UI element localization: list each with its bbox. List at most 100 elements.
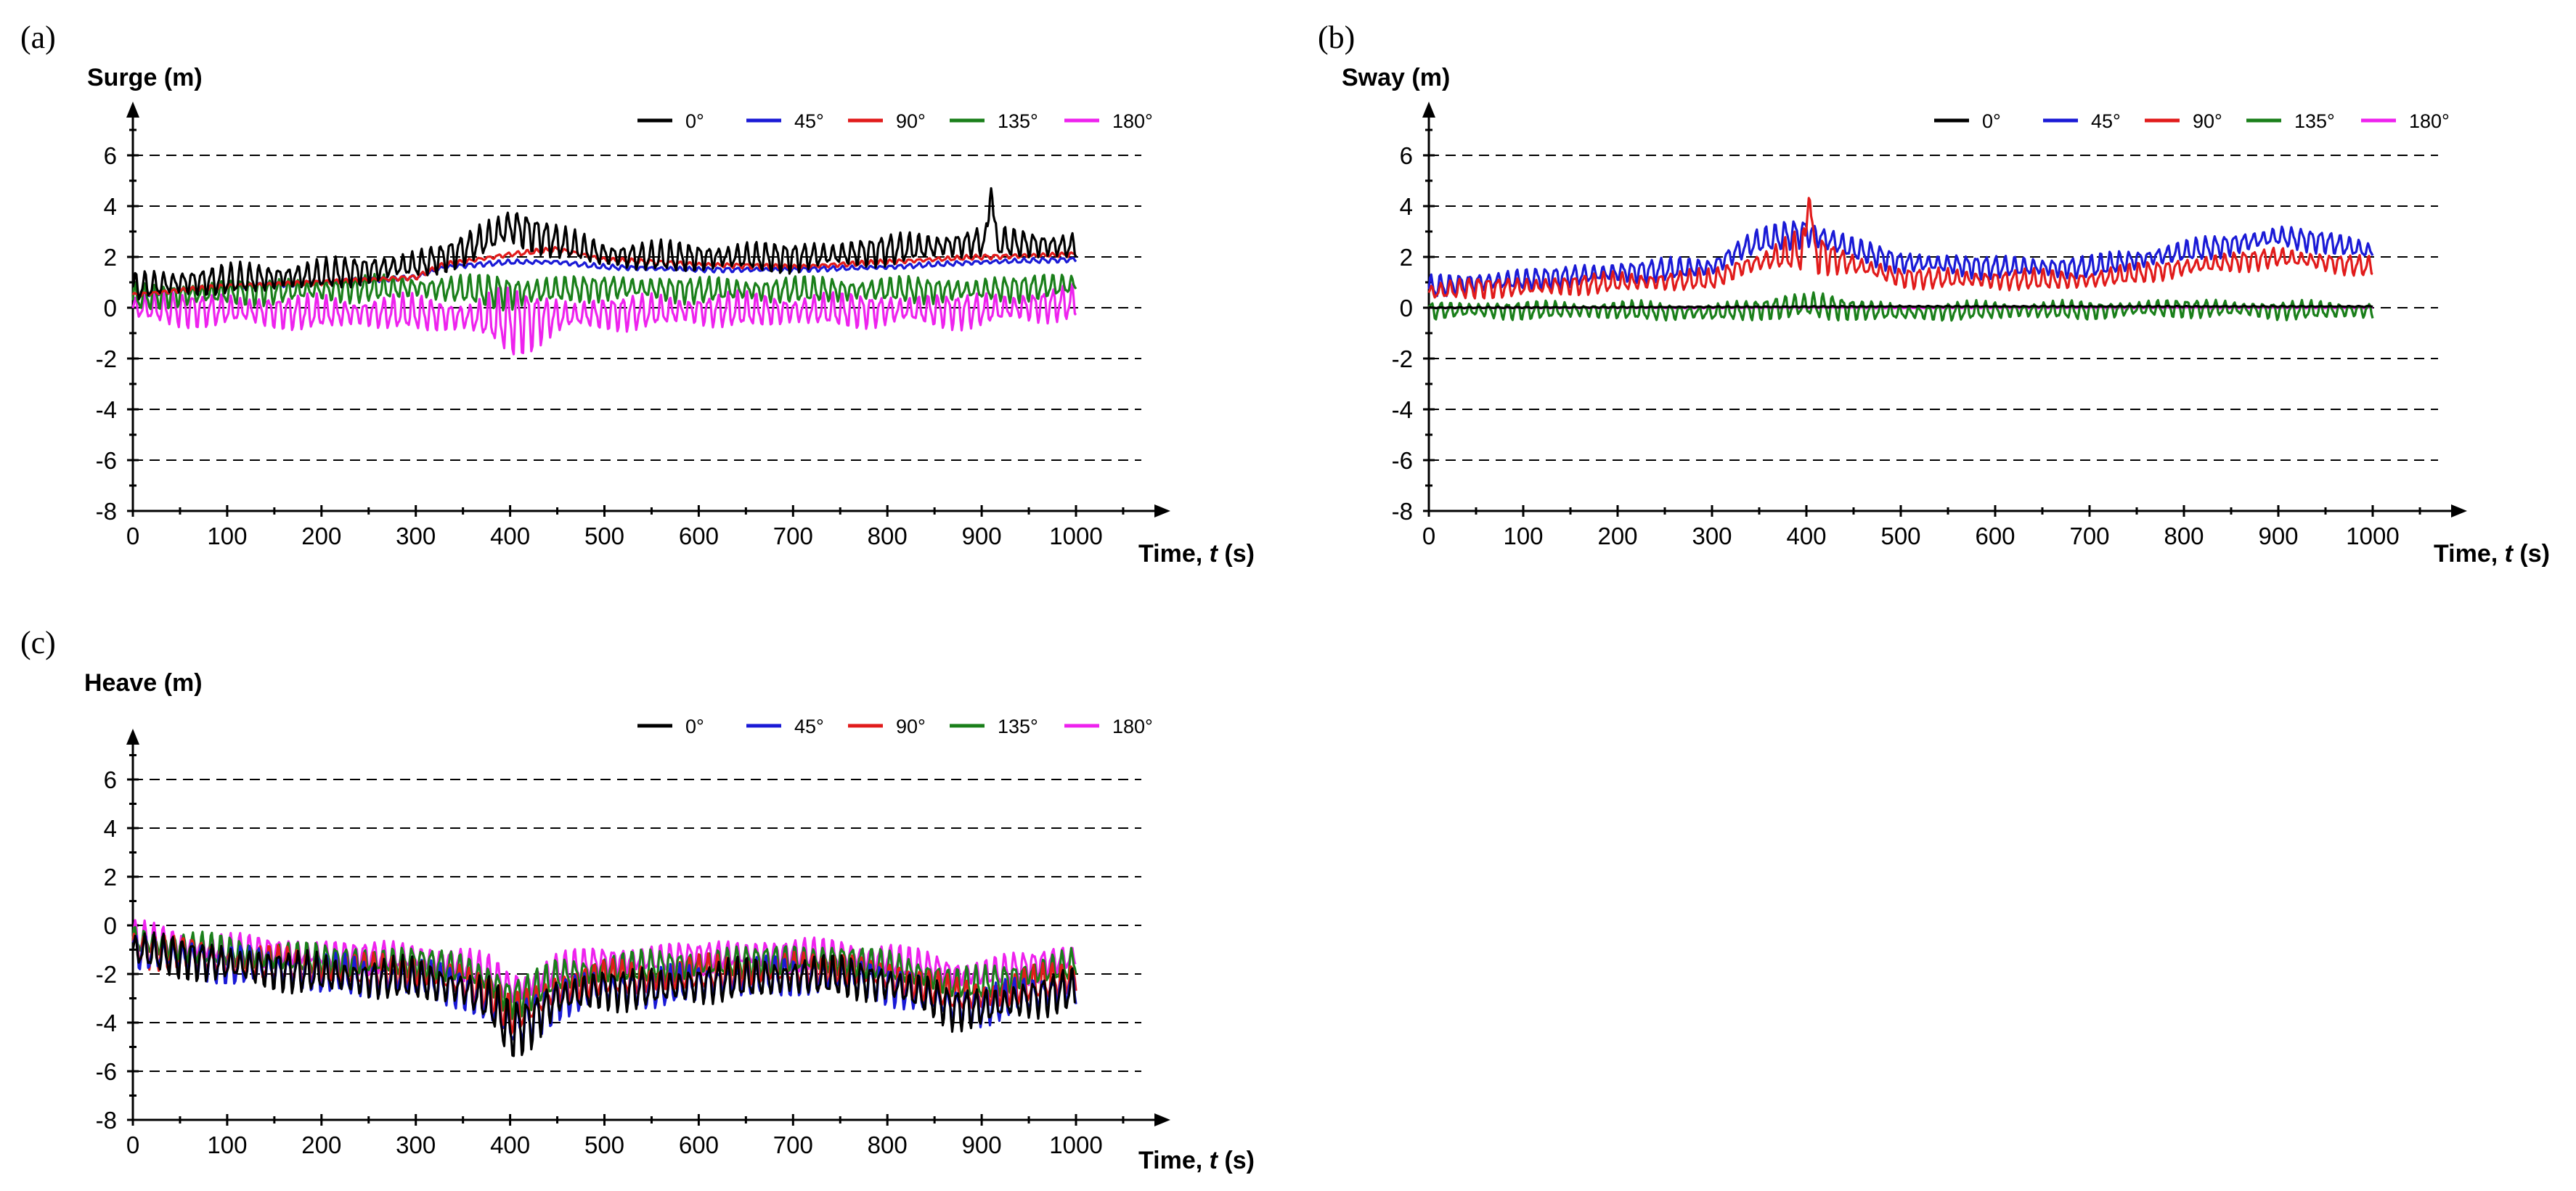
legend-label: 180° [2409, 110, 2450, 132]
x-axis-arrow [1154, 504, 1170, 517]
x-tick-label: 300 [1692, 523, 1732, 549]
x-tick-label: 200 [301, 523, 341, 549]
panel-label: (b) [1318, 20, 1355, 55]
legend: 0° 45° 90° 135° 180° [637, 110, 1153, 132]
panel-label: (c) [20, 625, 56, 660]
y-axis-arrow [126, 729, 139, 745]
x-axis-arrow [1154, 1113, 1170, 1126]
x-tick-label: 900 [962, 1131, 1002, 1158]
x-tick-label: 0 [126, 523, 139, 549]
series-line [1427, 197, 2373, 300]
x-tick-label: 300 [396, 1131, 436, 1158]
x-tick-label: 600 [679, 523, 719, 549]
series-line [131, 931, 1077, 1057]
panel-label: (a) [20, 20, 56, 55]
legend-label: 90° [896, 716, 926, 737]
series-line [1427, 220, 2374, 298]
y-tick-label: -8 [96, 1107, 117, 1134]
x-axis-arrow [2451, 504, 2467, 517]
x-tick-label: 600 [679, 1131, 719, 1158]
x-tick-label: 100 [207, 1131, 247, 1158]
y-tick-label: 2 [104, 864, 117, 891]
x-tick-label: 1000 [1049, 523, 1102, 549]
y-tick-label: -8 [96, 498, 117, 525]
x-tick-label: 500 [584, 523, 624, 549]
legend-label: 0° [1982, 110, 2001, 132]
x-tick-label: 800 [868, 1131, 908, 1158]
y-tick-label: -2 [96, 961, 117, 988]
legend-label: 45° [794, 716, 824, 737]
x-tick-label: 100 [1503, 523, 1543, 549]
panel-heave: (c) Heave (m) 6 4 2 0 -2 -4 -6 -8 0 100 200 300 400 500… [20, 625, 1255, 1174]
panel-surge: (a) Surge (m) 6 4 2 0 -2 -4 -6 -8 0 100 200 300 400 500… [20, 20, 1255, 568]
x-tick-label: 500 [584, 1131, 624, 1158]
y-tick-label: -8 [1392, 498, 1413, 525]
y-tick-label: 0 [1400, 295, 1413, 322]
legend: 0° 45° 90° 135° 180° [637, 716, 1153, 737]
y-axis-title: Surge (m) [87, 64, 203, 91]
x-tick-label: 200 [301, 1131, 341, 1158]
series-line [1428, 304, 2373, 310]
legend-label: 45° [794, 110, 824, 132]
legend-label: 0° [685, 716, 704, 737]
y-tick-label: -6 [1392, 447, 1413, 474]
x-tick-label: 400 [490, 1131, 530, 1158]
legend-label: 180° [1112, 716, 1153, 737]
x-tick-label: 300 [396, 523, 436, 549]
y-tick-label: 4 [104, 815, 117, 842]
x-axis-title: Time, t (s) [1138, 540, 1255, 568]
y-tick-label: -4 [96, 1010, 117, 1036]
series-line [131, 282, 1077, 356]
x-tick-label: 900 [962, 523, 1002, 549]
legend-label: 0° [685, 110, 704, 132]
y-tick-label: 2 [104, 244, 117, 271]
y-axis-title: Heave (m) [84, 669, 203, 697]
y-tick-label: 4 [1400, 193, 1413, 220]
x-tick-label: 600 [1975, 523, 2015, 549]
x-tick-label: 900 [2258, 523, 2298, 549]
y-tick-label: -6 [96, 447, 117, 474]
series-line [1427, 291, 2374, 322]
legend-label: 135° [2294, 110, 2335, 132]
x-tick-label: 400 [1786, 523, 1826, 549]
legend-label: 90° [896, 110, 926, 132]
x-tick-label: 700 [2069, 523, 2109, 549]
y-tick-label: 6 [1400, 142, 1413, 169]
y-tick-label: 6 [104, 766, 117, 793]
series-line [131, 273, 1077, 312]
y-tick-label: 0 [104, 295, 117, 322]
x-tick-label: 100 [207, 523, 247, 549]
x-tick-label: 1000 [1049, 1131, 1102, 1158]
y-tick-label: -2 [96, 345, 117, 372]
y-tick-label: -6 [96, 1058, 117, 1085]
legend: 0° 45° 90° 135° 180° [1934, 110, 2450, 132]
y-axis-arrow [126, 102, 139, 118]
x-axis-title: Time, t (s) [1138, 1147, 1255, 1174]
legend-label: 135° [998, 110, 1038, 132]
y-tick-label: -2 [1392, 345, 1413, 372]
x-tick-label: 800 [868, 523, 908, 549]
series-line [131, 187, 1077, 301]
x-tick-label: 400 [490, 523, 530, 549]
y-tick-label: -4 [1392, 396, 1413, 423]
panel-sway: (b) Sway (m) 6 4 2 0 -2 -4 -6 -8 0 100 200 300 400 500 6… [1318, 20, 2550, 568]
x-tick-label: 0 [126, 1131, 139, 1158]
x-axis-title: Time, t (s) [2434, 540, 2550, 568]
legend-label: 90° [2193, 110, 2222, 132]
x-tick-label: 700 [773, 523, 813, 549]
legend-label: 45° [2091, 110, 2121, 132]
x-tick-label: 500 [1880, 523, 1920, 549]
y-tick-label: 6 [104, 142, 117, 169]
x-tick-label: 0 [1422, 523, 1435, 549]
y-tick-label: 4 [104, 193, 117, 220]
series-line [131, 245, 1077, 298]
y-tick-label: -4 [96, 396, 117, 423]
y-axis-title: Sway (m) [1342, 64, 1450, 91]
y-tick-label: 2 [1400, 244, 1413, 271]
legend-label: 135° [998, 716, 1038, 737]
y-axis-arrow [1422, 102, 1435, 118]
y-tick-label: 0 [104, 912, 117, 939]
x-tick-label: 700 [773, 1131, 813, 1158]
legend-label: 180° [1112, 110, 1153, 132]
